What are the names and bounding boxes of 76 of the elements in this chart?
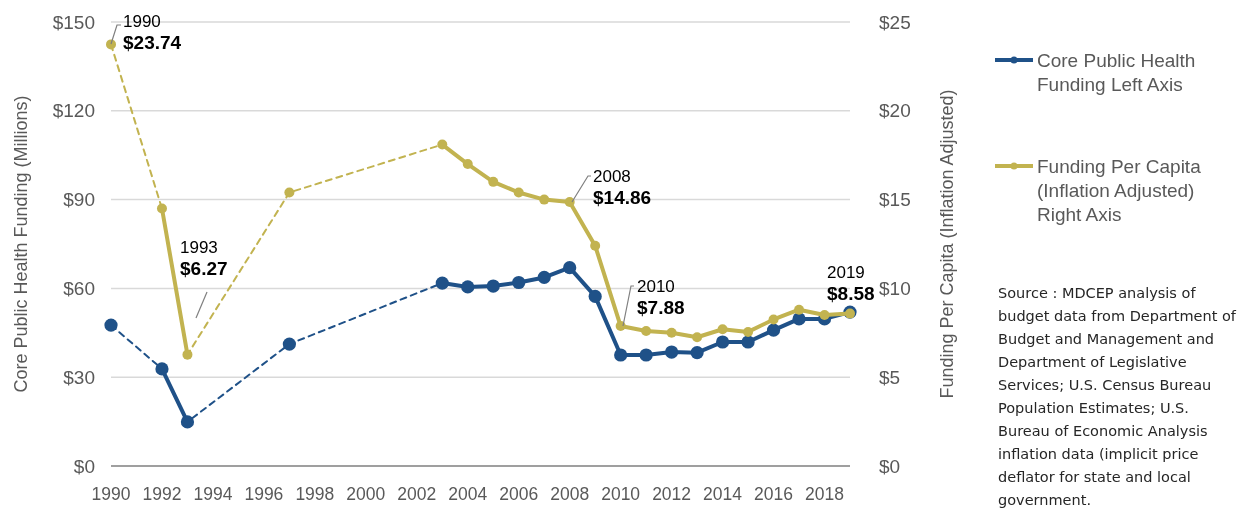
y2-tick-label: $25 — [879, 11, 911, 33]
point — [180, 415, 195, 429]
point — [486, 279, 500, 293]
point — [437, 139, 448, 150]
text: Source : MDCEP analysis of budget data from Department of Budget and Management and Department of Legislative Services; U.S. Census Bureau Population Estimates; U.S. Bureau of Economic Analysis inflation data (implicit price deflator for state and local government. — [998, 285, 1236, 508]
y-tick-label: $120 — [52, 100, 95, 122]
x-tick-label: 1998 — [295, 484, 335, 504]
y-tick-label: $30 — [63, 366, 95, 388]
x-tick-label: 2006 — [499, 484, 539, 504]
point — [794, 304, 805, 315]
point — [588, 289, 602, 303]
point — [590, 240, 601, 251]
point — [488, 176, 499, 187]
point — [462, 159, 473, 170]
annotation: 1993 $6.27 — [180, 238, 228, 279]
point — [819, 310, 830, 321]
point — [666, 327, 677, 338]
point — [690, 346, 704, 360]
legend-label: Core Public Health Funding Left Axis — [1037, 49, 1196, 95]
point — [156, 203, 167, 214]
point — [155, 362, 169, 376]
point — [792, 312, 806, 326]
x-tick-label: 2004 — [448, 484, 488, 504]
point — [106, 39, 116, 50]
point — [715, 335, 730, 349]
y-axis-title: Core Public Health Funding (Millions) — [11, 95, 31, 393]
y2-tick-label: $5 — [879, 366, 901, 388]
point — [741, 335, 755, 349]
x-tick-label: 2010 — [601, 484, 641, 504]
legend-label: Funding Per Capita (Inflation Adjusted) Right Axis — [1037, 155, 1202, 225]
x-tick-label: 2008 — [550, 484, 590, 504]
y-tick-label: $60 — [63, 278, 95, 300]
y2-tick-label: $15 — [879, 189, 911, 211]
point — [614, 348, 628, 362]
y-tick-label: $150 — [52, 11, 95, 33]
x-tick-label: 2016 — [754, 484, 794, 504]
annotation: 2008 $14.86 — [593, 167, 652, 208]
point — [461, 280, 475, 294]
x-tick-label: 1992 — [142, 484, 182, 504]
point — [564, 197, 575, 208]
point — [539, 194, 550, 205]
y2-tick-label: $0 — [879, 455, 901, 477]
point — [665, 345, 679, 359]
point — [743, 326, 754, 337]
annotation: 2010 $7.88 — [637, 277, 685, 318]
point — [717, 324, 728, 335]
point — [512, 275, 526, 290]
point — [639, 348, 653, 362]
annotation: 2019 $8.58 — [827, 263, 875, 304]
y2-tick-label: $20 — [879, 100, 911, 122]
point — [766, 323, 781, 337]
point — [615, 321, 626, 332]
point — [563, 261, 577, 275]
point — [282, 337, 296, 351]
point — [284, 187, 295, 198]
x-tick-label: 1990 — [91, 484, 131, 504]
point — [692, 332, 703, 343]
point — [513, 187, 524, 198]
point — [182, 349, 193, 360]
x-tick-label: 2018 — [805, 484, 844, 504]
point — [104, 318, 118, 332]
x-tick-label: 2012 — [652, 484, 692, 504]
y2-axis-title: Funding Per Capita (Inflation Adjusted) — [937, 89, 957, 399]
x-tick-label: 2014 — [703, 484, 743, 504]
point — [768, 314, 779, 325]
x-tick-label: 1994 — [193, 484, 233, 504]
point — [641, 326, 652, 337]
x-tick-label: 1996 — [244, 484, 284, 504]
annotation: 1990 $23.74 — [123, 12, 182, 53]
x-tick-label: 2002 — [397, 484, 437, 504]
point — [537, 270, 551, 285]
point — [435, 276, 449, 290]
y2-tick-label: $10 — [879, 278, 911, 300]
y-tick-label: $90 — [63, 189, 95, 211]
y-tick-label: $0 — [73, 455, 95, 477]
x-tick-label: 2000 — [346, 484, 386, 504]
